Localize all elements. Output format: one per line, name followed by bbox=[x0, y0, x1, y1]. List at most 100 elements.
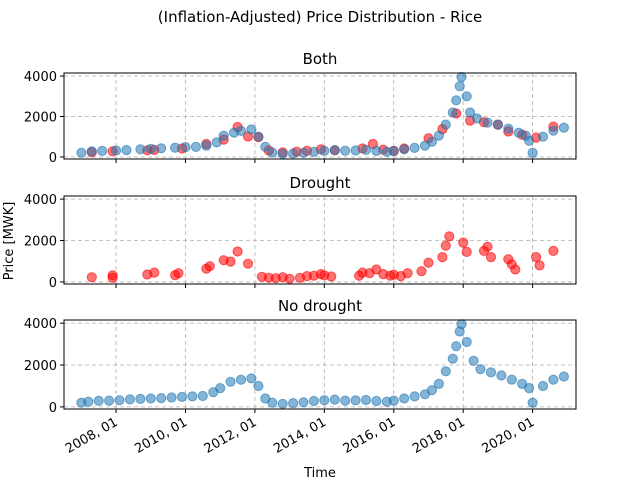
scatter-point bbox=[83, 396, 94, 407]
scatter-point bbox=[503, 123, 514, 134]
panel-drought-yticks: 0 2000 4000 bbox=[24, 193, 534, 291]
scatter-point bbox=[482, 117, 493, 128]
panel-no-drought-xticks: 2008, 01 2010, 01 2012, 01 2014, 01 2016, 01… bbox=[63, 415, 537, 457]
x-tick-label: 2012, 01 bbox=[202, 415, 260, 457]
scatter-point bbox=[548, 125, 559, 136]
scatter-point bbox=[524, 135, 535, 146]
scatter-point bbox=[284, 273, 295, 284]
scatter-point bbox=[461, 246, 472, 257]
scatter-point bbox=[135, 144, 146, 155]
y-tick-label: 4000 bbox=[24, 317, 57, 332]
scatter-point bbox=[461, 91, 472, 102]
scatter-point bbox=[440, 366, 451, 377]
scatter-point bbox=[548, 245, 559, 256]
scatter-point bbox=[232, 246, 243, 257]
scatter-point bbox=[326, 271, 337, 282]
scatter-point bbox=[472, 113, 483, 124]
scatter-point bbox=[456, 319, 467, 330]
scatter-point bbox=[433, 130, 444, 141]
x-ticks-drought bbox=[115, 284, 534, 288]
y-tick-label: 0 bbox=[49, 276, 57, 291]
scatter-point bbox=[440, 119, 451, 130]
panel-both-frame bbox=[63, 72, 577, 160]
scatter-point bbox=[156, 393, 167, 404]
scatter-point bbox=[492, 119, 503, 130]
scatter-point bbox=[149, 267, 160, 278]
scatter-point bbox=[527, 397, 538, 408]
scatter-point bbox=[166, 392, 177, 403]
scatter-point bbox=[437, 252, 448, 263]
x-tick-label: 2010, 01 bbox=[132, 415, 190, 457]
scatter-point bbox=[485, 252, 497, 263]
scatter-point bbox=[340, 145, 351, 156]
scatter-point bbox=[76, 147, 87, 158]
scatter-point bbox=[225, 256, 236, 267]
scatter-point bbox=[440, 240, 451, 251]
panel-no-drought-points bbox=[76, 319, 570, 409]
scatter-point bbox=[190, 141, 201, 152]
scatter-point bbox=[288, 398, 299, 409]
scatter-point bbox=[201, 140, 212, 151]
scatter-point bbox=[319, 395, 330, 406]
scatter-point bbox=[506, 374, 517, 385]
panel-both-points bbox=[76, 71, 570, 159]
y-tick-label: 0 bbox=[49, 151, 57, 166]
scatter-point bbox=[253, 380, 264, 392]
panel-no-drought-yticks: 0 2000 4000 bbox=[24, 317, 534, 416]
y-tick-label: 2000 bbox=[24, 359, 57, 374]
scatter-point bbox=[218, 130, 229, 141]
scatter-point bbox=[215, 383, 226, 394]
scatter-point bbox=[93, 395, 104, 406]
scatter-point bbox=[124, 394, 136, 405]
panel-both-grid bbox=[64, 73, 576, 159]
scatter-point bbox=[534, 260, 545, 271]
panel-drought: Drought 0 2000 4000 bbox=[24, 174, 577, 291]
scatter-point bbox=[107, 270, 118, 281]
panel-both-yticks: 0 2000 4000 bbox=[24, 70, 534, 166]
panel-title-both: Both bbox=[303, 50, 338, 68]
x-ticks-both bbox=[115, 159, 534, 163]
scatter-point bbox=[114, 395, 125, 406]
scatter-point bbox=[458, 237, 469, 248]
scatter-point bbox=[180, 142, 191, 153]
scatter-point bbox=[426, 136, 437, 147]
scatter-point bbox=[416, 266, 427, 277]
x-tick-label: 2016, 01 bbox=[341, 415, 399, 457]
y-tick-label: 4000 bbox=[24, 70, 57, 85]
scatter-point bbox=[145, 143, 156, 154]
scatter-point bbox=[537, 131, 549, 142]
x-ticks-no-drought bbox=[115, 409, 534, 413]
scatter-point bbox=[426, 385, 437, 396]
scatter-point bbox=[456, 71, 467, 83]
panel-drought-points bbox=[86, 231, 559, 284]
scatter-point bbox=[173, 268, 184, 279]
scatter-point bbox=[399, 144, 410, 155]
scatter-point bbox=[433, 378, 444, 389]
scatter-point bbox=[371, 145, 382, 156]
scatter-point bbox=[468, 355, 479, 366]
scatter-point bbox=[308, 395, 319, 407]
scatter-point bbox=[423, 257, 434, 268]
scatter-point bbox=[329, 145, 340, 156]
y-axis-label: Price [MWK] bbox=[2, 202, 17, 281]
scatter-point bbox=[86, 272, 97, 283]
scatter-point bbox=[340, 395, 351, 406]
scatter-point bbox=[246, 373, 257, 384]
y-tick-label: 0 bbox=[49, 401, 57, 416]
scatter-point bbox=[211, 137, 222, 148]
scatter-point bbox=[277, 148, 288, 159]
scatter-point bbox=[465, 107, 476, 118]
scatter-point bbox=[86, 146, 97, 157]
y-tick-label: 2000 bbox=[24, 111, 57, 126]
scatter-point bbox=[524, 383, 535, 394]
x-tick-label: 2008, 01 bbox=[63, 415, 121, 457]
scatter-point bbox=[444, 231, 455, 242]
scatter-point bbox=[558, 371, 570, 382]
scatter-point bbox=[485, 367, 497, 378]
scatter-point bbox=[350, 145, 361, 156]
scatter-point bbox=[104, 395, 115, 406]
scatter-point bbox=[451, 341, 462, 352]
scatter-point bbox=[496, 370, 507, 381]
panel-title-drought: Drought bbox=[290, 174, 351, 192]
